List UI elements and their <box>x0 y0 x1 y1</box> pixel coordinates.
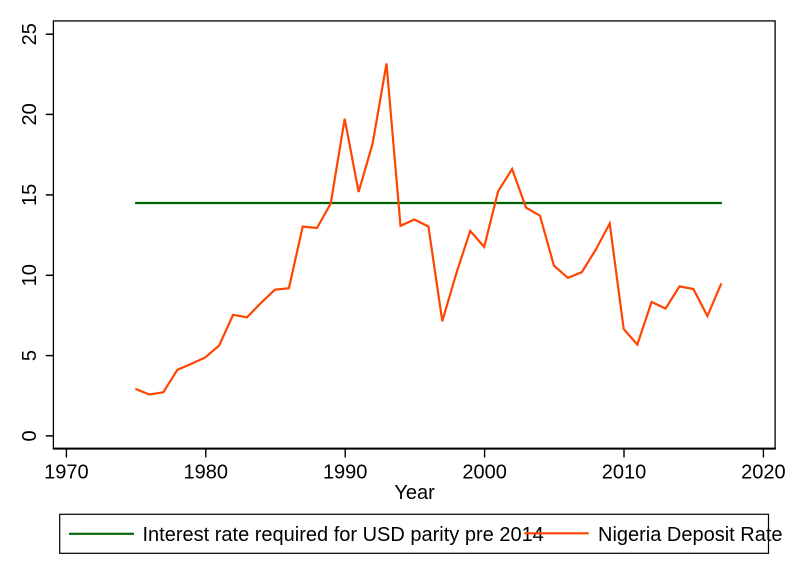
svg-text:Year: Year <box>394 482 435 504</box>
svg-text:0: 0 <box>19 430 41 441</box>
svg-text:1980: 1980 <box>184 462 229 484</box>
svg-text:25: 25 <box>19 23 41 45</box>
svg-text:1990: 1990 <box>323 462 368 484</box>
svg-text:2020: 2020 <box>741 462 786 484</box>
svg-text:20: 20 <box>19 103 41 125</box>
svg-text:10: 10 <box>19 264 41 286</box>
svg-text:2000: 2000 <box>462 462 507 484</box>
svg-text:1970: 1970 <box>44 462 89 484</box>
svg-text:5: 5 <box>19 350 41 361</box>
svg-text:2010: 2010 <box>602 462 647 484</box>
svg-text:Interest rate required for USD: Interest rate required for USD parity pr… <box>143 524 544 546</box>
svg-text:15: 15 <box>19 184 41 206</box>
svg-text:Nigeria Deposit Rate: Nigeria Deposit Rate <box>598 524 783 546</box>
